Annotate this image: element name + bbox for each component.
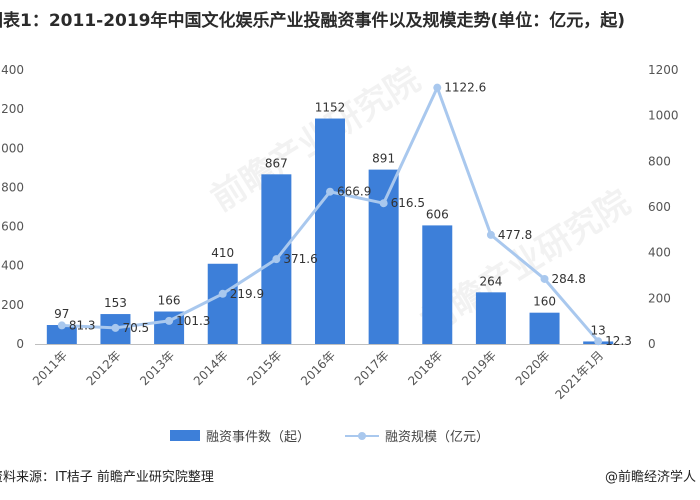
line-point xyxy=(594,337,603,346)
line-value-label: 284.8 xyxy=(552,272,586,286)
line-point xyxy=(433,83,442,92)
bar-value-label: 153 xyxy=(104,296,127,310)
y-right-tick-label: 1200 xyxy=(648,63,679,77)
y-left-tick-label: 1400 xyxy=(0,63,24,77)
line-value-label: 477.8 xyxy=(498,228,532,242)
line-value-label: 666.9 xyxy=(337,185,371,199)
bar-value-label: 13 xyxy=(591,323,606,337)
chart-title: 图表1：2011-2019年中国文化娱乐产业投融资事件以及规模走势(单位：亿元，… xyxy=(0,11,626,31)
bar xyxy=(529,312,560,344)
bar xyxy=(207,263,238,344)
x-tick-label: 2019年 xyxy=(459,348,499,388)
bar-value-label: 410 xyxy=(211,246,234,260)
x-tick-label: 2011年 xyxy=(30,348,70,388)
legend-item-bars: 融资事件数（起） xyxy=(170,426,310,445)
bar xyxy=(46,325,77,344)
line-value-label: 81.3 xyxy=(69,318,96,332)
x-tick-label: 2012年 xyxy=(84,348,124,388)
x-tick-label: 2016年 xyxy=(298,348,338,388)
source-note: 资料来源：IT桔子 前瞻产业研究院整理 xyxy=(0,470,214,485)
y-right-tick-label: 600 xyxy=(648,200,671,214)
y-left-tick-label: 800 xyxy=(1,180,24,194)
x-tick-label: 2015年 xyxy=(245,348,285,388)
line-point xyxy=(57,321,66,330)
line-value-label: 1122.6 xyxy=(444,81,486,95)
x-tick-label: 2021年1月 xyxy=(552,348,606,402)
line-value-label: 101.3 xyxy=(176,314,210,328)
bar-value-label: 867 xyxy=(265,156,288,170)
line-point xyxy=(326,187,334,196)
y-right-tick-label: 1000 xyxy=(648,109,679,123)
y-right-tick-label: 400 xyxy=(648,246,671,260)
legend-label: 融资规模（亿元） xyxy=(385,430,490,445)
legend-label: 融资事件数（起） xyxy=(206,430,311,445)
legend: 融资事件数（起） 融资规模（亿元） xyxy=(0,426,700,446)
x-tick-label: 2018年 xyxy=(405,348,445,388)
bar-value-label: 160 xyxy=(533,295,556,309)
line-point xyxy=(379,199,388,208)
y-right-tick-label: 0 xyxy=(648,337,656,351)
y-right-tick-label: 200 xyxy=(648,291,671,305)
line-point xyxy=(218,289,227,298)
legend-item-line: 融资规模（亿元） xyxy=(345,426,489,445)
x-tick-label: 2014年 xyxy=(191,348,231,388)
x-tick-label: 2013年 xyxy=(137,348,177,388)
line-value-label: 12.3 xyxy=(605,334,632,348)
y-left-tick-label: 1000 xyxy=(0,141,24,155)
legend-line-swatch xyxy=(345,430,379,442)
line-point xyxy=(272,255,281,264)
y-left-tick-label: 600 xyxy=(1,220,24,234)
line-point xyxy=(111,323,120,332)
y-left-tick-label: 0 xyxy=(16,337,24,351)
bar xyxy=(315,118,345,344)
x-tick-label: 2017年 xyxy=(352,348,392,388)
line-value-label: 371.6 xyxy=(283,252,317,266)
y-left-tick-label: 200 xyxy=(1,298,24,312)
line-point xyxy=(540,274,549,283)
bar xyxy=(475,292,506,344)
brand-credit: @前瞻经济学人 xyxy=(604,470,696,485)
line-value-label: 616.5 xyxy=(391,196,425,210)
bar-value-label: 606 xyxy=(426,207,449,221)
bar-value-label: 97 xyxy=(54,307,69,321)
bar-value-label: 891 xyxy=(372,152,395,166)
y-right-tick-label: 800 xyxy=(648,154,671,168)
line-point xyxy=(165,316,174,325)
y-left-tick-label: 1200 xyxy=(0,102,24,116)
bar xyxy=(368,169,399,344)
bar-value-label: 264 xyxy=(479,274,502,288)
x-tick-label: 2020年 xyxy=(513,348,553,388)
bar-value-label: 1152 xyxy=(315,101,346,115)
line-value-label: 219.9 xyxy=(230,287,264,301)
bar-value-label: 166 xyxy=(158,294,181,308)
y-left-tick-label: 400 xyxy=(1,259,24,273)
line-point xyxy=(486,230,495,239)
line-value-label: 70.5 xyxy=(122,321,149,335)
bar xyxy=(422,225,453,344)
legend-bar-swatch xyxy=(170,430,200,441)
